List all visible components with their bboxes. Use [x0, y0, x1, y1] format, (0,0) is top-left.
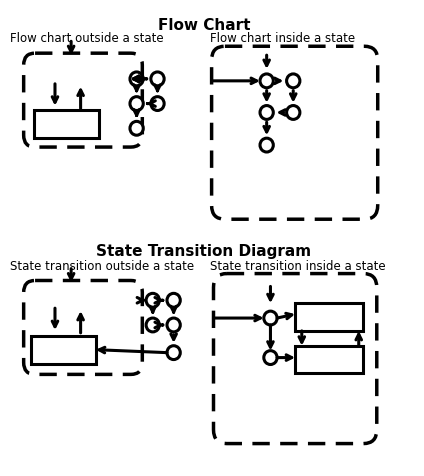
Circle shape [287, 75, 300, 89]
Text: Flow chart outside a state: Flow chart outside a state [10, 32, 164, 45]
Circle shape [287, 106, 300, 120]
Circle shape [167, 346, 180, 360]
Bar [295, 304, 363, 331]
Circle shape [146, 318, 159, 332]
Text: Flow Chart: Flow Chart [158, 18, 250, 32]
Circle shape [167, 318, 180, 332]
Bar [34, 111, 99, 139]
Circle shape [130, 98, 143, 111]
Text: Flow chart inside a state: Flow chart inside a state [210, 32, 355, 45]
Bar [295, 346, 363, 374]
Circle shape [264, 311, 277, 325]
Circle shape [264, 351, 277, 365]
Text: State transition outside a state: State transition outside a state [10, 259, 195, 272]
Circle shape [167, 294, 180, 307]
Circle shape [260, 75, 273, 89]
Bar [31, 336, 96, 364]
Text: State Transition Diagram: State Transition Diagram [96, 243, 312, 258]
Circle shape [260, 106, 273, 120]
Circle shape [151, 73, 164, 87]
Circle shape [146, 294, 159, 307]
Text: State transition inside a state: State transition inside a state [210, 259, 385, 272]
Circle shape [151, 98, 164, 111]
Circle shape [130, 73, 143, 87]
Circle shape [130, 122, 143, 136]
Circle shape [260, 139, 273, 153]
